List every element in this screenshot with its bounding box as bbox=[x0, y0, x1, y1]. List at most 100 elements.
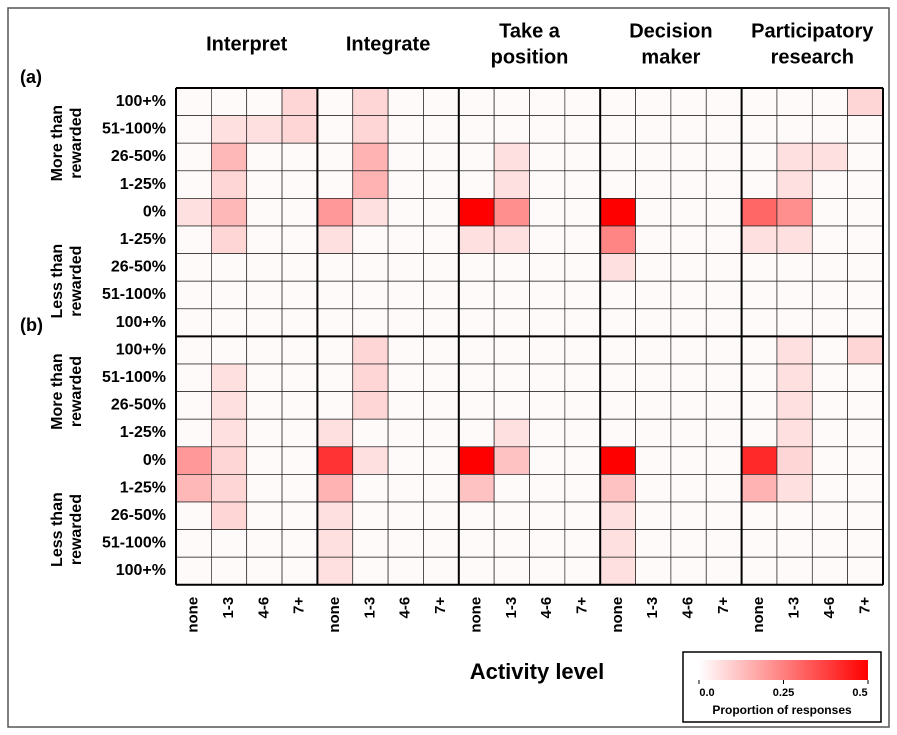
heat-cell bbox=[423, 115, 460, 144]
heat-cell bbox=[281, 446, 318, 475]
heat-cell bbox=[246, 501, 283, 530]
heat-cell bbox=[599, 391, 636, 420]
heat-cell bbox=[847, 363, 884, 392]
heat-cell bbox=[175, 308, 212, 337]
heat-cell bbox=[635, 556, 672, 586]
heat-cell bbox=[493, 198, 530, 227]
x-tick-label: 4-6 bbox=[255, 597, 272, 619]
heat-cell bbox=[387, 142, 424, 172]
heat-cell bbox=[635, 529, 672, 558]
heat-cell bbox=[529, 363, 566, 392]
heat-cell bbox=[246, 556, 283, 586]
heat-cell bbox=[458, 556, 495, 586]
heat-cell bbox=[493, 363, 530, 392]
heat-cell bbox=[776, 363, 813, 392]
side-label: Less than bbox=[49, 244, 66, 319]
group-label: Integrate bbox=[346, 33, 430, 55]
heat-cell bbox=[811, 391, 848, 420]
heat-cell bbox=[705, 308, 742, 337]
heat-cell bbox=[281, 142, 318, 172]
heat-cell bbox=[635, 280, 672, 310]
heat-cell bbox=[387, 501, 424, 530]
heat-cell bbox=[635, 308, 672, 337]
heat-cell bbox=[211, 391, 248, 420]
heat-cell bbox=[670, 87, 707, 116]
x-tick-label: 4-6 bbox=[538, 597, 555, 619]
heat-cell bbox=[246, 280, 283, 310]
heat-cell bbox=[741, 253, 778, 282]
heat-cell bbox=[811, 501, 848, 530]
heat-cell bbox=[529, 336, 566, 365]
heat-cell bbox=[175, 225, 212, 254]
heat-cell bbox=[741, 225, 778, 254]
heat-cell bbox=[599, 253, 636, 282]
heat-cell bbox=[493, 556, 530, 586]
x-tick-label: 4-6 bbox=[680, 597, 697, 619]
heat-cell bbox=[352, 253, 389, 282]
heat-cell bbox=[317, 336, 354, 365]
heat-cell bbox=[211, 556, 248, 586]
heat-cell bbox=[493, 87, 530, 116]
heat-cell bbox=[387, 280, 424, 310]
group-label: Participatory bbox=[751, 20, 874, 42]
heat-cell bbox=[493, 170, 530, 199]
heat-cell bbox=[352, 280, 389, 310]
heat-cell bbox=[458, 501, 495, 530]
heat-cell bbox=[211, 280, 248, 310]
heat-cell bbox=[811, 115, 848, 144]
x-tick-label: none bbox=[326, 597, 343, 633]
heat-cell bbox=[811, 474, 848, 503]
heat-cell bbox=[423, 198, 460, 227]
heat-cell bbox=[776, 556, 813, 586]
group-label: Take a bbox=[499, 20, 561, 42]
heat-cell bbox=[211, 529, 248, 558]
heat-cell bbox=[281, 391, 318, 420]
heat-cell bbox=[493, 142, 530, 172]
heat-cell bbox=[705, 556, 742, 586]
heat-cell bbox=[741, 363, 778, 392]
heat-cell bbox=[599, 280, 636, 310]
side-label: rewarded bbox=[68, 356, 85, 427]
heat-cell bbox=[564, 87, 601, 116]
heat-cell bbox=[246, 87, 283, 116]
heat-cell bbox=[776, 446, 813, 475]
heat-cell bbox=[175, 142, 212, 172]
row-label: 26-50% bbox=[111, 148, 166, 165]
heat-cell bbox=[564, 225, 601, 254]
heat-cell bbox=[211, 198, 248, 227]
heat-cell bbox=[599, 363, 636, 392]
heat-cell bbox=[246, 253, 283, 282]
heat-cell bbox=[811, 198, 848, 227]
heat-cell bbox=[635, 253, 672, 282]
heat-cell bbox=[741, 556, 778, 586]
heat-cell bbox=[529, 87, 566, 116]
heat-cell bbox=[705, 418, 742, 448]
heat-cell bbox=[599, 556, 636, 586]
heat-cell bbox=[847, 474, 884, 503]
colorbar-tick-label: 0.25 bbox=[773, 687, 794, 699]
heat-cell bbox=[493, 308, 530, 337]
heat-cell bbox=[529, 501, 566, 530]
heat-cell bbox=[317, 225, 354, 254]
heat-cell bbox=[281, 115, 318, 144]
heat-cell bbox=[493, 225, 530, 254]
heat-cell bbox=[281, 225, 318, 254]
heat-cell bbox=[599, 336, 636, 365]
heat-cell bbox=[175, 474, 212, 503]
row-label: 26-50% bbox=[111, 507, 166, 524]
heat-cell bbox=[175, 418, 212, 448]
heat-cell bbox=[246, 115, 283, 144]
heat-cell bbox=[564, 529, 601, 558]
heat-cell bbox=[811, 556, 848, 586]
heat-cell bbox=[599, 198, 636, 227]
heat-cell bbox=[317, 87, 354, 116]
heat-cell bbox=[211, 142, 248, 172]
heat-cell bbox=[529, 115, 566, 144]
heat-cell bbox=[741, 336, 778, 365]
heat-cell bbox=[564, 308, 601, 337]
heat-cell bbox=[670, 501, 707, 530]
heat-cell bbox=[175, 391, 212, 420]
heat-cell bbox=[175, 253, 212, 282]
heat-cell bbox=[317, 363, 354, 392]
heat-cell bbox=[317, 198, 354, 227]
